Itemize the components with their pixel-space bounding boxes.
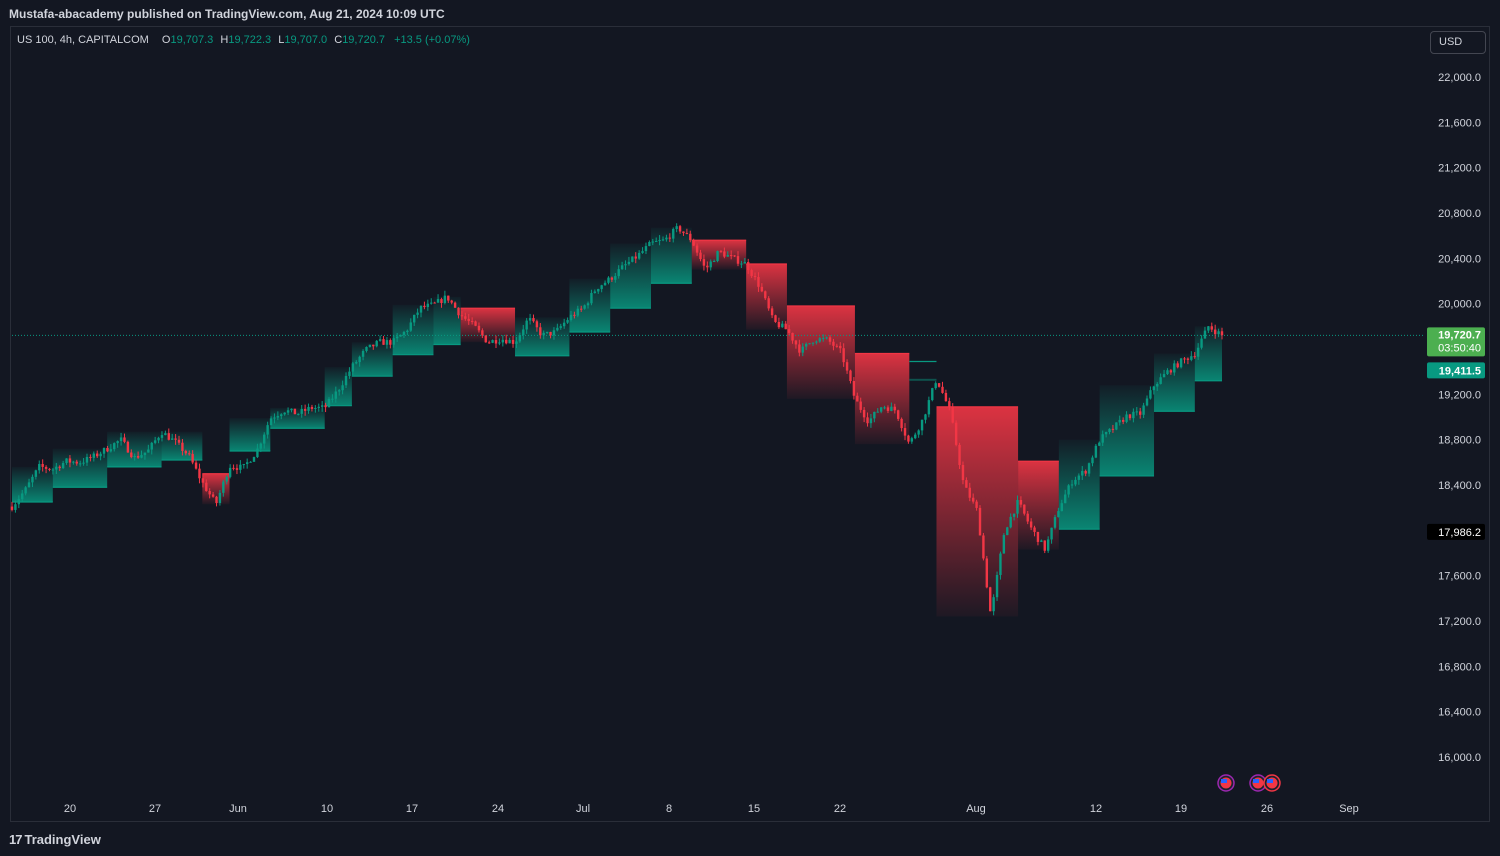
publish-info: Mustafa-abacademy published on TradingVi… [0, 0, 1500, 26]
close-key: C [334, 34, 343, 46]
close-value: 19,720.7 [342, 34, 386, 46]
high-key: H [220, 34, 229, 46]
tradingview-logo-text: TradingView [24, 832, 101, 847]
low-key: L [278, 34, 285, 46]
open-key: O [161, 34, 171, 46]
open-value: 19,707.3 [170, 34, 214, 46]
tradingview-logo-icon: 17 [9, 832, 23, 847]
low-value: 19,707.0 [284, 34, 328, 46]
high-value: 19,722.3 [228, 34, 272, 46]
footer: 17 TradingView [0, 824, 1500, 856]
currency-button[interactable]: USD [1430, 31, 1486, 54]
chart-frame [10, 26, 1490, 822]
tradingview-logo[interactable]: 17 TradingView [9, 832, 101, 847]
ohlc-legend: US 100, 4h, CAPITALCOM O19,707.3 H19,722… [17, 34, 470, 46]
change-value: +13.5 (+0.07%) [394, 34, 470, 46]
symbol-label[interactable]: US 100, 4h, CAPITALCOM [17, 34, 149, 46]
